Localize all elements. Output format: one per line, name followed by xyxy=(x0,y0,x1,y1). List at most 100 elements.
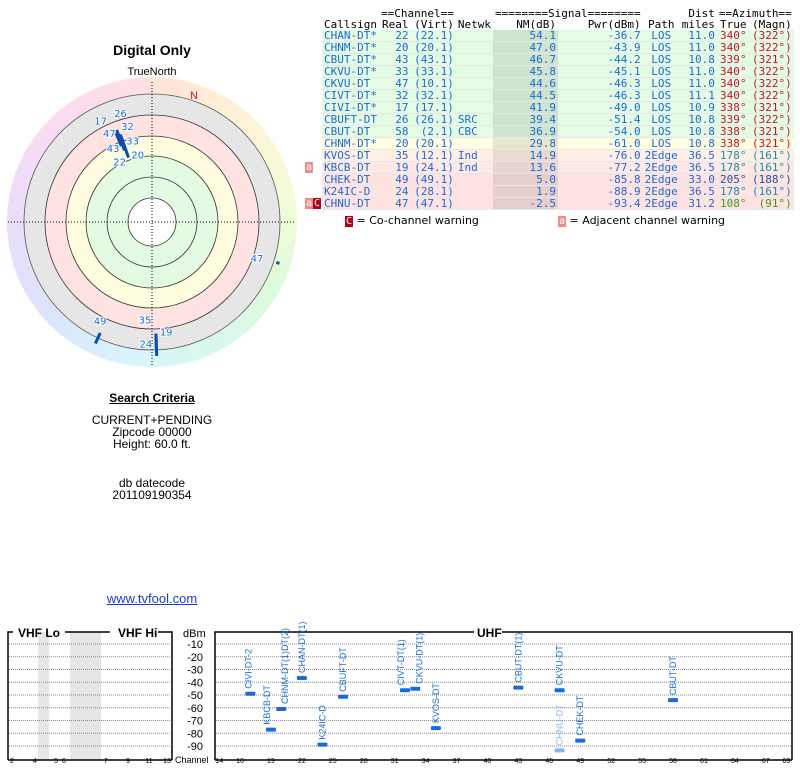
cell-pwr: -61.0 xyxy=(557,137,643,150)
polar-station-line xyxy=(114,132,123,147)
station-signal-bar xyxy=(554,748,565,753)
column-header-real: Real xyxy=(382,18,409,31)
co-channel-symbol: C xyxy=(345,216,354,227)
cell-netwk xyxy=(455,101,493,114)
y-tick-label: -30 xyxy=(187,665,203,677)
cell-pwr: -88.9 xyxy=(557,185,643,198)
cell-dist: 11.0 xyxy=(679,77,717,90)
vhf-lo-label: VHF Lo xyxy=(18,626,60,640)
cell-virt: (22.1) xyxy=(410,30,456,42)
station-signal-label: CIVT-DT(1) xyxy=(396,639,406,685)
cell-callsign: CBUT-DT xyxy=(322,125,379,138)
station-row[interactable]: CHNM-DT* 20 (20.1) 29.8 -61.0 LOS 10.8 338° (321… xyxy=(322,137,794,150)
station-row[interactable]: CHNM-DT* 20 (20.1) 47.0 -43.9 LOS 11.0 340° (322… xyxy=(322,41,794,54)
station-row[interactable]: CIVI-DT* 17 (17.1) 41.9 -49.0 LOS 10.9 338° (321… xyxy=(322,101,794,114)
cell-real: 43 xyxy=(378,53,411,66)
station-row[interactable]: KVOS-DT 35 (12.1) Ind 14.9 -76.0 2Edge 36.5 178°… xyxy=(322,149,794,162)
cell-true: 338° xyxy=(716,125,749,138)
cell-virt: (33.1) xyxy=(410,65,456,78)
y-tick-label: -50 xyxy=(187,690,203,702)
station-row[interactable]: CKVU-DT 47 (10.1) 44.6 -46.3 LOS 11.0 340° (322°… xyxy=(322,77,794,90)
cell-netwk xyxy=(455,185,493,198)
cell-nm: 13.6 xyxy=(492,161,558,174)
station-signal-label: KBCB-DT xyxy=(262,685,272,725)
station-signal-label: CIVI-DT-2 xyxy=(243,649,253,689)
cell-dist: 36.5 xyxy=(679,185,717,198)
cell-real: 20 xyxy=(378,41,411,54)
station-row[interactable]: CBUT-DT* 43 (43.1) 46.7 -44.2 LOS 10.8 339° (321… xyxy=(322,53,794,66)
spectrum-chart: VHF Lo VHF Hi UHF dBm Channel -10-20-30-… xyxy=(7,622,793,765)
station-signal-bar xyxy=(296,676,307,681)
uhf-channel-tick: 31 xyxy=(391,758,399,765)
cell-dist: 10.8 xyxy=(679,125,717,138)
cell-magn: (321°) xyxy=(748,53,794,66)
uhf-channel-tick: 49 xyxy=(576,758,584,765)
cell-real: 47 xyxy=(378,197,411,210)
channel-axis-label: Channel xyxy=(175,755,209,765)
station-row[interactable]: CBUFT-DT 26 (26.1) SRC 39.4 -51.4 LOS 10.8 339°(… xyxy=(322,113,794,126)
cell-callsign: CHNM-DT* xyxy=(322,137,379,150)
cell-virt: (10.1) xyxy=(410,77,456,90)
cell-pwr: -46.3 xyxy=(557,77,643,90)
uhf-channel-tick: 37 xyxy=(453,758,461,765)
cell-true: 340° xyxy=(716,41,749,54)
cell-path: LOS xyxy=(642,89,680,102)
cell-virt: (47.1) xyxy=(410,197,456,210)
station-row[interactable]: K24IC-D 24 (28.1) 1.9 -88.9 2Edge 36.5 178° (161… xyxy=(322,185,794,198)
station-signal-label: CBUFT-DT xyxy=(338,647,348,692)
station-row[interactable]: CIVT-DT* 32 (32.1) 44.5 -46.3 LOS 11.1 340° (322… xyxy=(322,89,794,102)
cell-magn: (321°) xyxy=(748,137,794,150)
cell-real: 32 xyxy=(378,89,411,102)
uhf-channel-tick: 64 xyxy=(731,758,739,765)
station-row[interactable]: CBUT-DT 58 (2.1) CBC 36.9 -54.0 LOS 10.8 338° (3… xyxy=(322,125,794,138)
cell-magn: (322°) xyxy=(748,41,794,54)
cell-true: 338° xyxy=(716,101,749,114)
tvfool-link[interactable]: www.tvfool.com xyxy=(106,591,198,606)
adjacent-channel-warning-icon: a xyxy=(305,198,313,209)
uhf-channel-tick: 28 xyxy=(360,758,368,765)
uhf-channel-tick: 61 xyxy=(700,758,708,765)
station-row[interactable]: CHEK-DT 49 (49.1) 5.0 -85.8 2Edge 33.0 205° (188… xyxy=(322,173,794,186)
cell-virt: (20.1) xyxy=(410,137,456,150)
station-row[interactable]: KBCB-DT 19 (24.1) Ind 13.6 -77.2 2Edge 36.5 178°… xyxy=(322,161,794,174)
polar-station-label: 47 xyxy=(103,129,116,140)
cell-path: LOS xyxy=(642,53,680,66)
station-signal-label: CHNM-DT(1)DT(2) xyxy=(280,628,290,704)
cell-path: LOS xyxy=(642,30,680,42)
cell-true: 108° xyxy=(716,197,749,210)
cell-nm: 45.8 xyxy=(492,65,558,78)
uhf-channel-tick: 14 xyxy=(215,758,223,765)
station-row[interactable]: CHAN-DT* 22 (22.1) 54.1 -36.7 LOS 11.0 340° (322… xyxy=(322,30,794,42)
column-header-callsign: Callsign xyxy=(324,18,377,31)
cell-magn: (321°) xyxy=(748,125,794,138)
cell-true: 339° xyxy=(716,53,749,66)
cell-netwk xyxy=(455,197,493,210)
cell-pwr: -46.3 xyxy=(557,89,643,102)
station-row[interactable]: CHNU-DT 47 (47.1) -2.5 -93.4 2Edge 31.2 108° (91… xyxy=(322,197,794,210)
station-signal-bar xyxy=(265,727,276,732)
cell-path: LOS xyxy=(642,101,680,114)
station-signal-label: CBUT-DT(1) xyxy=(513,633,523,683)
cell-pwr: -36.7 xyxy=(557,30,643,42)
cell-path: 2Edge xyxy=(642,149,680,162)
cell-netwk xyxy=(455,41,493,54)
polar-station-label: 32 xyxy=(121,122,134,133)
vhf-channel-tick: 11 xyxy=(145,758,152,765)
cell-magn: (161°) xyxy=(748,149,794,162)
cell-nm: 47.0 xyxy=(492,41,558,54)
station-signal-bar xyxy=(317,742,328,747)
station-row[interactable]: CKVU-DT* 33 (33.1) 45.8 -45.1 LOS 11.0 340° (322… xyxy=(322,65,794,78)
cell-real: 24 xyxy=(378,185,411,198)
cell-real: 33 xyxy=(378,65,411,78)
uhf-channel-tick: 22 xyxy=(298,758,306,765)
station-signal-label: CBUT-DT xyxy=(668,656,678,695)
db-datecode-label: db datecode xyxy=(118,476,186,490)
cell-magn: (322°) xyxy=(748,77,794,90)
cell-path: LOS xyxy=(642,113,680,126)
column-header-magn: (Magn) xyxy=(752,18,792,31)
cell-pwr: -44.2 xyxy=(557,53,643,66)
magnetic-north-label: N xyxy=(190,90,198,102)
cell-callsign: KVOS-DT xyxy=(322,149,379,162)
polar-station-line xyxy=(115,129,124,144)
polar-station-label: 43 xyxy=(107,144,120,155)
